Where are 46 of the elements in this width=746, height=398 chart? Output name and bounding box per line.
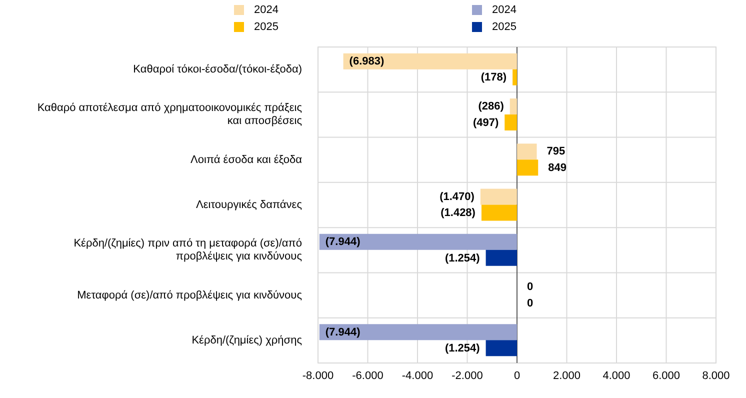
- y-tick-label: Μεταφορά (σε)/από προβλέψεις για κινδύνους: [77, 289, 302, 302]
- data-label: 0: [527, 297, 534, 310]
- data-label: (178): [480, 72, 507, 84]
- y-tick-label: Λοιπά έσοδα και έξοδα: [190, 154, 303, 166]
- y-tick-label: Καθαροί τόκοι-έσοδα/(τόκοι-έξοδα): [133, 64, 302, 76]
- legend-label: 2024: [254, 4, 278, 16]
- data-label: (1.254): [444, 342, 480, 355]
- y-tick-label: Κέρδη/(ζημίες) χρήσης: [192, 334, 302, 346]
- bar: [319, 324, 517, 340]
- data-label: (6.983): [349, 55, 384, 68]
- data-label: (7.944): [325, 326, 361, 338]
- x-tick-label: -2.000: [452, 370, 483, 382]
- x-tick-label: -6.000: [352, 370, 384, 382]
- data-label: (7.944): [325, 236, 361, 248]
- bar: [517, 144, 537, 160]
- bar: [504, 114, 517, 130]
- bar: [319, 234, 517, 250]
- data-label: 0: [527, 281, 534, 294]
- x-tick-label: -4.000: [402, 370, 434, 382]
- legend-label: 2025: [254, 20, 278, 32]
- x-tick-label: 6.000: [652, 370, 680, 382]
- x-tick-label: 2.000: [552, 370, 581, 382]
- bar: [510, 98, 517, 114]
- y-tick-label: Κέρδη/(ζημίες) πριν από τη μεταφορά (σε)/από προβλέψεις για κινδύνους: [74, 238, 302, 263]
- x-tick-label: 8.000: [702, 370, 730, 382]
- data-label: 849: [548, 162, 566, 174]
- bar: [480, 188, 517, 205]
- bar: [486, 340, 517, 356]
- data-label: (286): [478, 100, 504, 113]
- y-tick-label: Λειτουργικές δαπάνες: [196, 199, 302, 211]
- x-tick-label: -8.000: [302, 370, 334, 382]
- data-label: 795: [546, 146, 566, 158]
- x-tick-label: 4.000: [602, 370, 630, 382]
- y-tick-label: Καθαρό αποτέλεσμα από χρηματοοικονομικές πράξεις και αποσβέσεις: [37, 102, 302, 128]
- bar: [343, 53, 517, 70]
- bar: [512, 69, 517, 86]
- data-label: (497): [472, 116, 499, 129]
- bar: [517, 160, 538, 176]
- legend-label: 2025: [492, 20, 516, 32]
- x-tick-label: 0: [514, 370, 520, 382]
- bar: [481, 204, 517, 221]
- data-label: (1.428): [440, 207, 476, 220]
- data-label: (1.254): [444, 252, 480, 264]
- bar: [486, 250, 517, 266]
- legend-label: 2024: [492, 4, 516, 16]
- data-label: (1.470): [440, 190, 475, 203]
